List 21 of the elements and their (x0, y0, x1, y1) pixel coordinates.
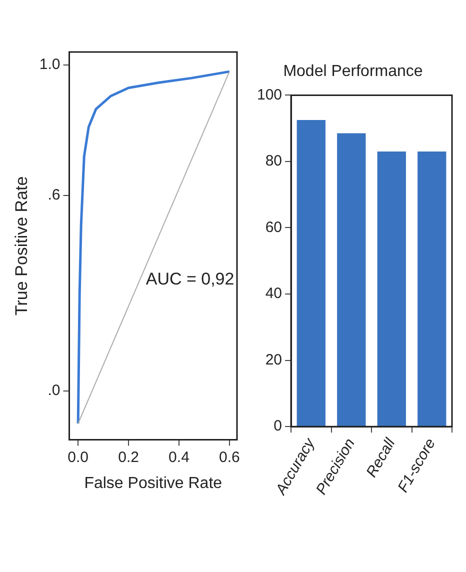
y-tick-label: .0 (48, 382, 60, 400)
bar (418, 152, 446, 426)
y-tick-label: 1.0 (39, 56, 60, 74)
y-tick-label: 20 (265, 351, 282, 368)
y-tick-label: 40 (265, 285, 282, 302)
bar (377, 152, 406, 426)
y-axis-title: True Positive Rate (12, 176, 31, 316)
y-tick-label: 0 (274, 418, 282, 435)
annotation: AUC = 0,92 (146, 270, 234, 289)
x-tick-label: 0.2 (118, 448, 139, 466)
x-tick-label: 0.4 (168, 448, 190, 466)
bar (337, 133, 366, 426)
bar (296, 120, 326, 426)
y-tick-label: 80 (265, 152, 282, 170)
chart-title: Model Performance (283, 63, 423, 80)
x-tick-label: 0.6 (219, 448, 240, 466)
y-tick-label: .6 (48, 186, 60, 204)
x-axis-title: False Positive Rate (84, 474, 222, 492)
y-tick-label: 60 (265, 218, 282, 236)
y-tick-label: 100 (256, 86, 282, 104)
x-tick-label: 0.0 (68, 448, 89, 466)
